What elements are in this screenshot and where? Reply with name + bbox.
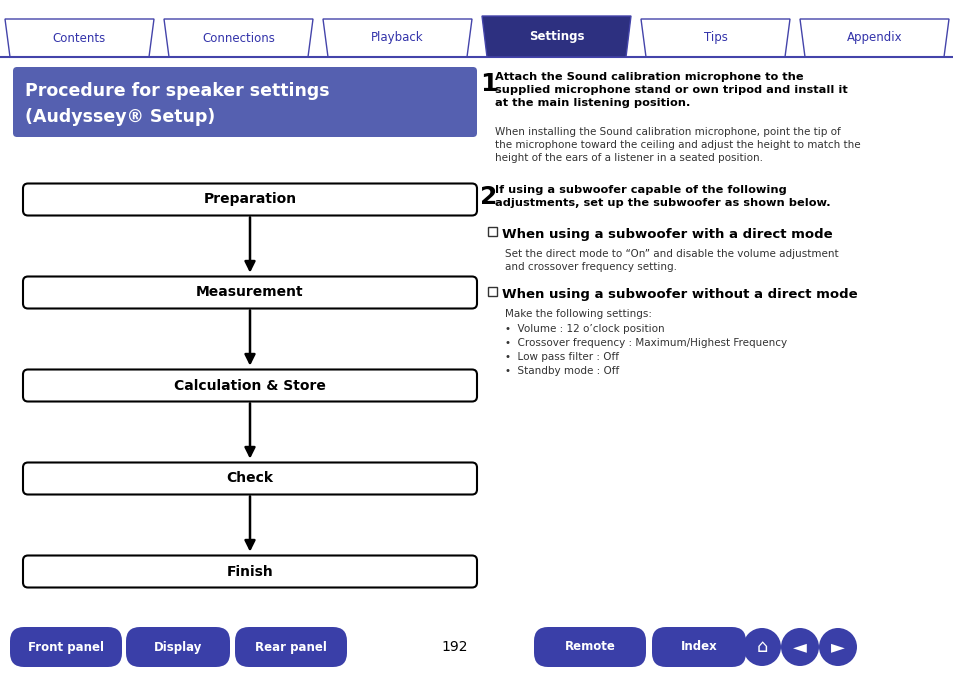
Text: 1: 1 [479,72,497,96]
Text: 192: 192 [441,640,468,654]
FancyBboxPatch shape [10,627,122,667]
Text: Front panel: Front panel [28,641,104,653]
Text: •  Low pass filter : Off: • Low pass filter : Off [504,352,618,362]
Circle shape [781,628,818,666]
Text: (Audyssey® Setup): (Audyssey® Setup) [25,108,215,126]
Text: Playback: Playback [371,32,423,44]
Text: Measurement: Measurement [196,285,303,299]
Polygon shape [800,19,948,57]
Text: •  Standby mode : Off: • Standby mode : Off [504,366,618,376]
Text: •  Crossover frequency : Maximum/Highest Frequency: • Crossover frequency : Maximum/Highest … [504,338,786,348]
FancyBboxPatch shape [23,555,476,588]
Text: Rear panel: Rear panel [254,641,327,653]
FancyBboxPatch shape [534,627,645,667]
FancyBboxPatch shape [23,277,476,308]
Text: Preparation: Preparation [203,192,296,207]
FancyBboxPatch shape [23,462,476,495]
FancyBboxPatch shape [126,627,230,667]
Text: ◄: ◄ [792,638,806,656]
Text: If using a subwoofer capable of the following
adjustments, set up the subwoofer : If using a subwoofer capable of the foll… [495,185,830,208]
Polygon shape [5,19,153,57]
Text: •  Volume : 12 o’clock position: • Volume : 12 o’clock position [504,324,664,334]
Text: When using a subwoofer without a direct mode: When using a subwoofer without a direct … [501,288,857,301]
Polygon shape [481,16,630,57]
Text: Contents: Contents [52,32,106,44]
Text: Connections: Connections [202,32,274,44]
Text: Calculation & Store: Calculation & Store [173,378,326,392]
Bar [488,227,497,236]
Text: Make the following settings:: Make the following settings: [504,309,651,319]
Text: When installing the Sound calibration microphone, point the tip of
the microphon: When installing the Sound calibration mi… [495,127,860,163]
Circle shape [818,628,856,666]
Text: When using a subwoofer with a direct mode: When using a subwoofer with a direct mod… [501,228,832,241]
FancyBboxPatch shape [234,627,347,667]
Polygon shape [164,19,313,57]
Text: Finish: Finish [227,565,274,579]
Text: Check: Check [226,472,274,485]
Text: Tips: Tips [702,32,727,44]
Text: ⌂: ⌂ [756,638,767,656]
Text: ►: ► [830,638,844,656]
Text: Remote: Remote [564,641,615,653]
FancyBboxPatch shape [651,627,745,667]
Text: Display: Display [153,641,202,653]
Text: Settings: Settings [528,30,583,43]
Text: Attach the Sound calibration microphone to the
supplied microphone stand or own : Attach the Sound calibration microphone … [495,72,847,108]
FancyBboxPatch shape [13,67,476,137]
Polygon shape [640,19,789,57]
FancyBboxPatch shape [23,184,476,215]
FancyBboxPatch shape [23,369,476,402]
Text: Appendix: Appendix [846,32,902,44]
Text: Set the direct mode to “On” and disable the volume adjustment
and crossover freq: Set the direct mode to “On” and disable … [504,249,838,272]
Circle shape [742,628,781,666]
Text: 2: 2 [479,185,497,209]
Text: Index: Index [679,641,717,653]
Polygon shape [323,19,472,57]
Text: Procedure for speaker settings: Procedure for speaker settings [25,82,330,100]
Bar [488,287,497,296]
